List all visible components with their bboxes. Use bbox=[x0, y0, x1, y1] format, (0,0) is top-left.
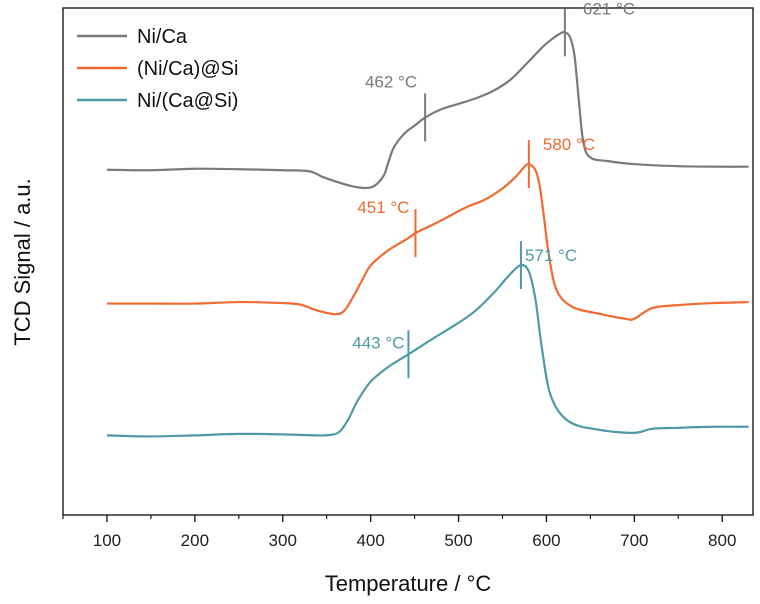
plot-frame bbox=[62, 7, 754, 516]
peak-label: 621 °C bbox=[583, 0, 635, 18]
y-axis-label: TCD Signal / a.u. bbox=[10, 178, 35, 346]
peak-annotations: 462 °C 621 °C 451 °C 580 °C 443 °C 571 °C bbox=[352, 0, 635, 379]
x-tick-label: 500 bbox=[444, 531, 472, 550]
peak-label: 571 °C bbox=[525, 246, 577, 265]
x-axis-label: Temperature / °C bbox=[325, 571, 492, 596]
x-tick-label: 700 bbox=[620, 531, 648, 550]
legend: Ni/Ca (Ni/Ca)@Si Ni/(Ca@Si) bbox=[77, 26, 238, 112]
peak-label: 443 °C bbox=[352, 333, 404, 352]
x-tick-label: 800 bbox=[708, 531, 736, 550]
peak-label: 462 °C bbox=[365, 73, 417, 92]
series-layer bbox=[106, 31, 749, 438]
x-axis: 100 200 300 400 500 600 700 800 bbox=[62, 515, 736, 550]
legend-entry: Ni/(Ca@Si) bbox=[137, 90, 238, 112]
series-line-ni-ca-si bbox=[106, 263, 749, 438]
x-tick-label: 400 bbox=[356, 531, 384, 550]
x-tick-label: 300 bbox=[269, 531, 297, 550]
x-tick-label: 600 bbox=[532, 531, 560, 550]
legend-entry: Ni/Ca bbox=[137, 26, 188, 48]
peak-label: 451 °C bbox=[357, 198, 409, 217]
legend-entry: (Ni/Ca)@Si bbox=[137, 58, 238, 80]
peak-label: 580 °C bbox=[543, 135, 595, 154]
x-tick-label: 100 bbox=[93, 531, 121, 550]
series-line-ni-ca bbox=[106, 31, 749, 190]
x-tick-label: 200 bbox=[181, 531, 209, 550]
series-line-ni-ca-si bbox=[106, 162, 749, 321]
